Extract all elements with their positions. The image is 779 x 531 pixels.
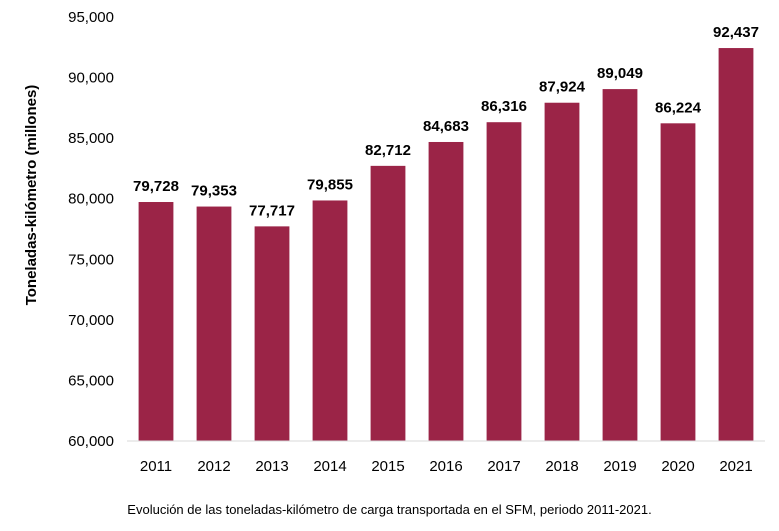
- bar-2019: [602, 89, 638, 442]
- y-tick-label: 75,000: [68, 251, 114, 268]
- x-tick-label-2013: 2013: [255, 458, 288, 475]
- x-tick-label-2014: 2014: [313, 458, 346, 475]
- y-axis: 60,000 65,000 70,000 75,000 80,000 85,000 90,0…: [68, 9, 114, 450]
- x-tick-label-2017: 2017: [487, 458, 520, 475]
- bar-2016: [428, 141, 464, 441]
- y-tick-label: 70,000: [68, 312, 114, 329]
- bar-2012: [196, 206, 232, 441]
- bar-2011: [138, 202, 174, 441]
- data-label-2017: 86,316: [481, 98, 527, 115]
- bar-chart: 60,000 65,000 70,000 75,000 80,000 85,000 90,0…: [23, 9, 765, 475]
- y-tick-label: 85,000: [68, 130, 114, 147]
- x-tick-label-2019: 2019: [603, 458, 636, 475]
- y-tick-label: 90,000: [68, 70, 114, 87]
- data-label-2021: 92,437: [713, 24, 759, 41]
- bar-2018: [544, 102, 580, 441]
- data-label-2016: 84,683: [423, 118, 469, 135]
- x-tick-label-2018: 2018: [545, 458, 578, 475]
- data-label-2015: 82,712: [365, 142, 411, 159]
- x-tick-label-2012: 2012: [197, 458, 230, 475]
- data-label-2011: 79,728: [133, 178, 179, 195]
- bar-2013: [254, 226, 290, 441]
- y-tick-label: 95,000: [68, 9, 114, 26]
- x-axis: 2011 2012 2013 2014 2015 2016 2017 2018 2019 2020…: [127, 440, 765, 475]
- data-label-2018: 87,924: [539, 79, 586, 96]
- bar-2015: [370, 165, 406, 441]
- y-tick-label: 65,000: [68, 372, 114, 389]
- x-tick-label-2015: 2015: [371, 458, 404, 475]
- x-tick-label-2016: 2016: [429, 458, 462, 475]
- x-tick-label-2021: 2021: [719, 458, 752, 475]
- data-label-2013: 77,717: [249, 202, 295, 219]
- data-labels: 79,728 79,353 77,717 79,855 82,712 84,683 86,3…: [133, 24, 759, 219]
- y-axis-title: Toneladas-kilómetro (millones): [23, 85, 40, 306]
- x-tick-label-2011: 2011: [140, 458, 172, 475]
- data-label-2012: 79,353: [191, 183, 237, 200]
- y-tick-label: 80,000: [68, 191, 114, 208]
- x-tick-label-2020: 2020: [661, 458, 694, 475]
- bars: [138, 48, 754, 442]
- data-label-2014: 79,855: [307, 176, 353, 193]
- data-label-2019: 89,049: [597, 65, 643, 82]
- bar-2021: [718, 48, 754, 441]
- data-label-2020: 86,224: [655, 99, 702, 116]
- chart-caption: Evolución de las toneladas-kilómetro de …: [127, 502, 652, 517]
- bar-2017: [486, 122, 522, 442]
- bar-2020: [660, 123, 696, 441]
- y-tick-label: 60,000: [68, 433, 114, 450]
- bar-2014: [312, 200, 348, 441]
